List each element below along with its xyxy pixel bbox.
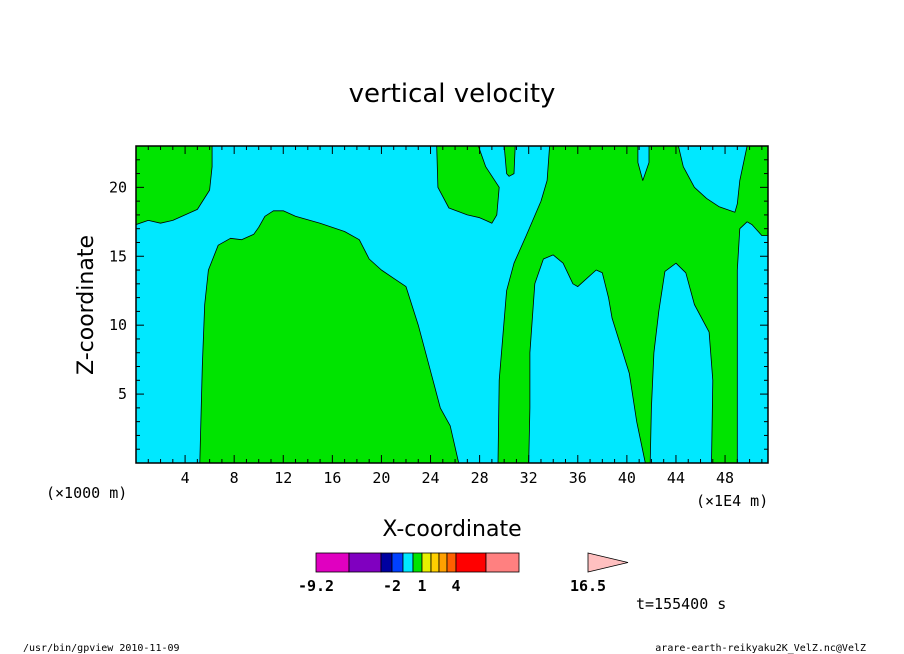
x-tick-label: 16	[323, 469, 341, 487]
colorbar-segment	[412, 552, 423, 573]
x-tick-label: 32	[520, 469, 538, 487]
x-tick-label: 48	[716, 469, 734, 487]
x-axis-label: X-coordinate	[382, 517, 521, 542]
footer-right: arare-earth-reikyaku2K_VelZ.nc@VelZ	[655, 643, 866, 654]
colorbar-segment	[455, 552, 487, 573]
x-tick-label: 12	[274, 469, 292, 487]
colorbar-segment	[402, 552, 414, 573]
colorbar-max-arrow	[587, 552, 629, 573]
colorbar-segment	[430, 552, 440, 573]
colorbar-tick-label: -9.2	[298, 577, 334, 595]
x-axis: 4 8 12 16 20 24 28 32 36 40 44 48	[147, 146, 763, 487]
colorbar-tick-label: 1	[417, 577, 426, 595]
colorbar-segment	[380, 552, 393, 573]
colorbar-segment	[438, 552, 448, 573]
x-scale-note: (×1E4 m)	[696, 492, 768, 510]
colorbar-segment	[348, 552, 382, 573]
colorbar-tick-labels: -9.2 -2 1 4 16.5	[298, 577, 606, 595]
time-label: t=155400 s	[636, 595, 726, 613]
colorbar-tick-label: 16.5	[570, 577, 606, 595]
region-upper-right-pocket	[503, 146, 516, 177]
y-tick-label: 10	[109, 316, 127, 334]
y-axis-label: Z-coordinate	[74, 235, 99, 375]
footer-left: /usr/bin/gpview 2010-11-09	[23, 643, 180, 654]
colorbar	[315, 552, 629, 573]
x-tick-label: 36	[569, 469, 587, 487]
colorbar-segment	[421, 552, 432, 573]
y-tick-label: 20	[109, 178, 127, 196]
x-unit-label: (×1000 m)	[46, 484, 127, 502]
region-right-updraft	[497, 146, 768, 463]
positive-region-group	[136, 146, 768, 463]
x-tick-label: 8	[230, 469, 239, 487]
colorbar-segment	[446, 552, 457, 573]
region-central-updraft	[199, 210, 460, 463]
y-axis: 5 10 15 20	[109, 159, 768, 450]
colorbar-segment	[315, 552, 350, 573]
x-tick-label: 20	[372, 469, 390, 487]
x-tick-label: 44	[667, 469, 685, 487]
plot-area	[136, 146, 768, 463]
colorbar-tick-label: -2	[383, 577, 401, 595]
region-upper-left-band	[136, 146, 213, 226]
x-tick-label: 28	[471, 469, 489, 487]
y-tick-label: 5	[118, 385, 127, 403]
y-tick-label: 15	[109, 247, 127, 265]
x-tick-label: 40	[618, 469, 636, 487]
colorbar-segment	[391, 552, 404, 573]
chart-title: vertical velocity	[349, 79, 556, 109]
colorbar-tick-label: 4	[451, 577, 460, 595]
x-tick-label: 24	[421, 469, 439, 487]
colorbar-segment	[485, 552, 520, 573]
region-upper-mid-band	[436, 146, 500, 224]
x-tick-label: 4	[181, 469, 190, 487]
plot-frame	[135, 145, 769, 464]
